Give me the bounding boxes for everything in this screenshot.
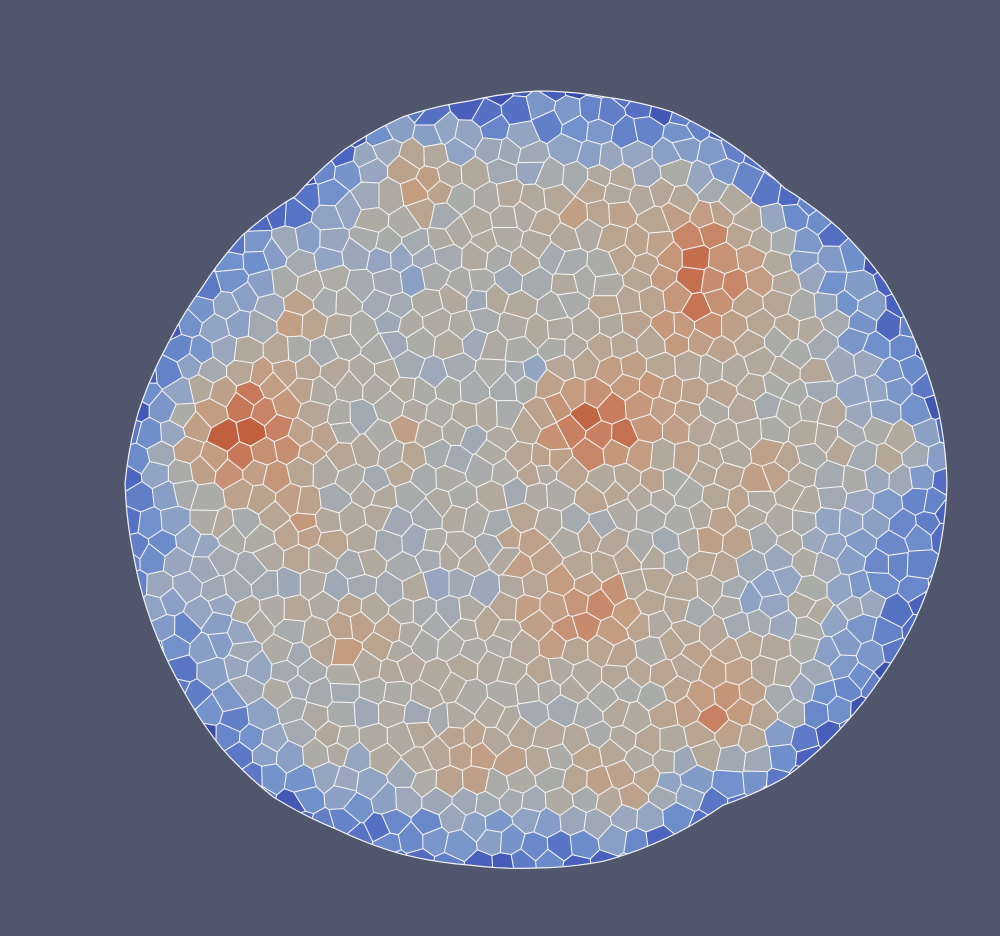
voronoi-cell xyxy=(674,350,702,382)
voronoi-cell xyxy=(167,458,194,485)
voronoi-cell xyxy=(715,744,747,773)
voronoi-cell xyxy=(650,437,676,472)
voronoi-cell xyxy=(329,682,360,704)
voronoi-cell xyxy=(909,464,935,490)
voronoi-cell xyxy=(934,496,947,526)
voronoi-cell xyxy=(817,486,848,511)
voronoi-cell xyxy=(681,244,711,271)
voronoi-cell xyxy=(296,485,322,516)
mesh-boundary xyxy=(124,90,948,870)
